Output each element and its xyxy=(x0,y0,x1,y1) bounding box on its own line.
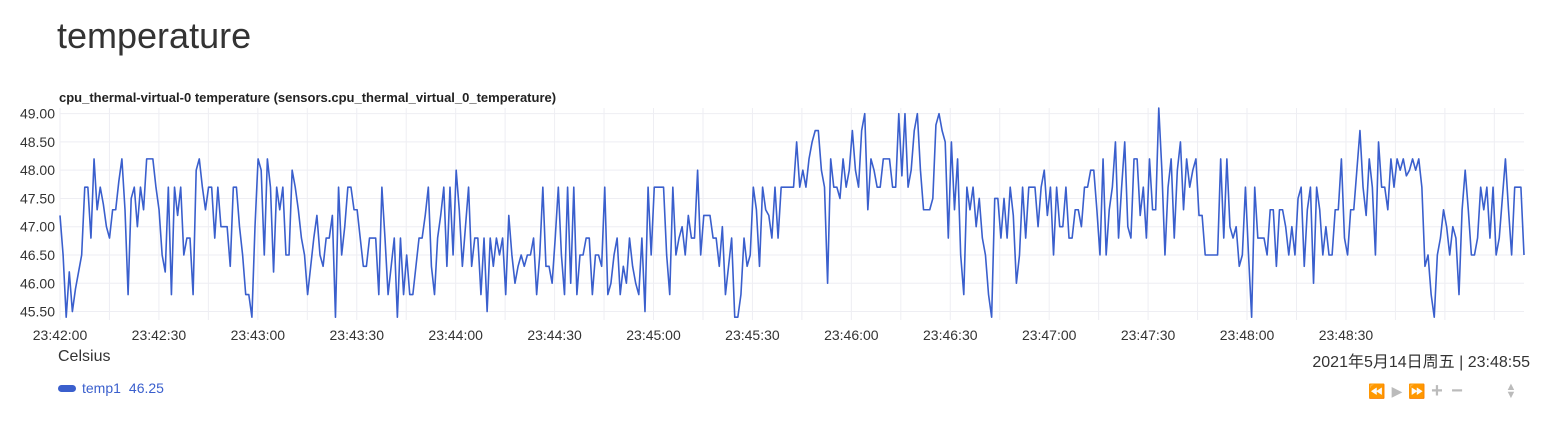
x-tick-label: 23:46:30 xyxy=(923,327,978,343)
units-label: Celsius xyxy=(58,348,111,365)
x-tick-label: 23:48:00 xyxy=(1220,327,1275,343)
x-tick-label: 23:43:00 xyxy=(231,327,286,343)
chart-timestamp: 2021年5月14日周五 | 23:48:55 xyxy=(1312,354,1530,371)
fast-forward-icon[interactable]: ⏩ xyxy=(1408,383,1426,399)
x-tick-label: 23:45:30 xyxy=(725,327,780,343)
legend-swatch xyxy=(58,384,76,392)
x-tick-label: 23:42:00 xyxy=(33,327,88,343)
x-tick-label: 23:48:30 xyxy=(1319,327,1374,343)
play-icon[interactable]: ▶ xyxy=(1391,383,1403,399)
y-tick-label: 49.00 xyxy=(20,106,55,122)
x-tick-label: 23:47:00 xyxy=(1022,327,1077,343)
legend-item-temp1[interactable]: temp1 46.25 xyxy=(58,380,164,396)
zoom-in-icon[interactable]: + xyxy=(1431,380,1443,402)
y-tick-label: 47.00 xyxy=(20,219,55,235)
legend-series-value: 46.25 xyxy=(128,380,164,396)
chart-title: cpu_thermal-virtual-0 temperature (senso… xyxy=(59,90,557,105)
y-tick-label: 48.00 xyxy=(20,162,55,178)
x-tick-label: 23:47:30 xyxy=(1121,327,1176,343)
page-title: temperature xyxy=(57,15,252,56)
y-tick-label: 47.50 xyxy=(20,190,55,206)
x-tick-label: 23:45:00 xyxy=(626,327,681,343)
legend-series-name: temp1 xyxy=(82,380,121,396)
x-tick-label: 23:44:30 xyxy=(527,327,582,343)
x-tick-label: 23:46:00 xyxy=(824,327,879,343)
x-tick-label: 23:42:30 xyxy=(132,327,187,343)
series-line-temp1 xyxy=(59,107,1525,318)
resize-handle-icon[interactable]: ▲ ▼ xyxy=(1505,381,1517,401)
y-tick-label: 45.50 xyxy=(20,304,55,320)
y-tick-label: 48.50 xyxy=(20,134,55,150)
chart-toolbox: ⏪ ▶ ⏩ + − ▲ ▼ xyxy=(1368,380,1518,402)
zoom-out-icon[interactable]: − xyxy=(1451,380,1463,402)
rewind-icon[interactable]: ⏪ xyxy=(1368,383,1386,399)
y-tick-label: 46.50 xyxy=(20,247,55,263)
y-tick-label: 46.00 xyxy=(20,275,55,291)
x-tick-label: 23:44:00 xyxy=(428,327,483,343)
x-tick-label: 23:43:30 xyxy=(330,327,385,343)
